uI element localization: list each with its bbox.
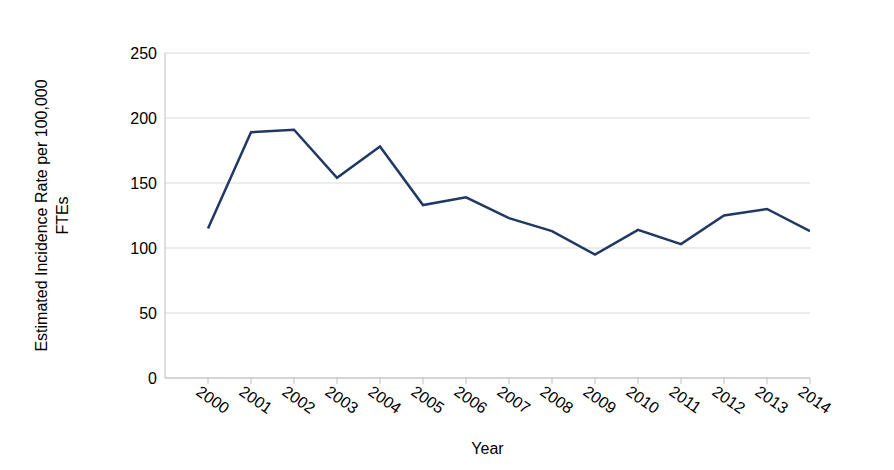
svg-text:2014: 2014 [795, 383, 834, 417]
svg-text:250: 250 [130, 45, 157, 62]
svg-text:2005: 2005 [408, 383, 447, 417]
svg-text:2006: 2006 [451, 383, 490, 417]
svg-text:2010: 2010 [623, 383, 662, 417]
svg-text:2003: 2003 [322, 383, 361, 417]
svg-text:2011: 2011 [666, 383, 704, 417]
svg-text:2008: 2008 [537, 383, 576, 417]
svg-text:2012: 2012 [709, 383, 748, 417]
svg-text:2001: 2001 [236, 383, 275, 417]
svg-text:Year: Year [471, 440, 504, 457]
svg-text:200: 200 [130, 110, 157, 127]
svg-text:2009: 2009 [580, 383, 619, 417]
svg-text:2000: 2000 [193, 383, 232, 417]
svg-text:0: 0 [148, 370, 157, 387]
svg-text:150: 150 [130, 175, 157, 192]
svg-text:2002: 2002 [279, 383, 318, 417]
svg-text:50: 50 [139, 305, 157, 322]
svg-text:2013: 2013 [752, 383, 791, 417]
svg-text:Estimated Incidence Rate per 1: Estimated Incidence Rate per 100,000FTEs [33, 79, 71, 351]
svg-text:100: 100 [130, 240, 157, 257]
svg-text:2007: 2007 [494, 383, 533, 417]
svg-text:2004: 2004 [365, 383, 404, 417]
